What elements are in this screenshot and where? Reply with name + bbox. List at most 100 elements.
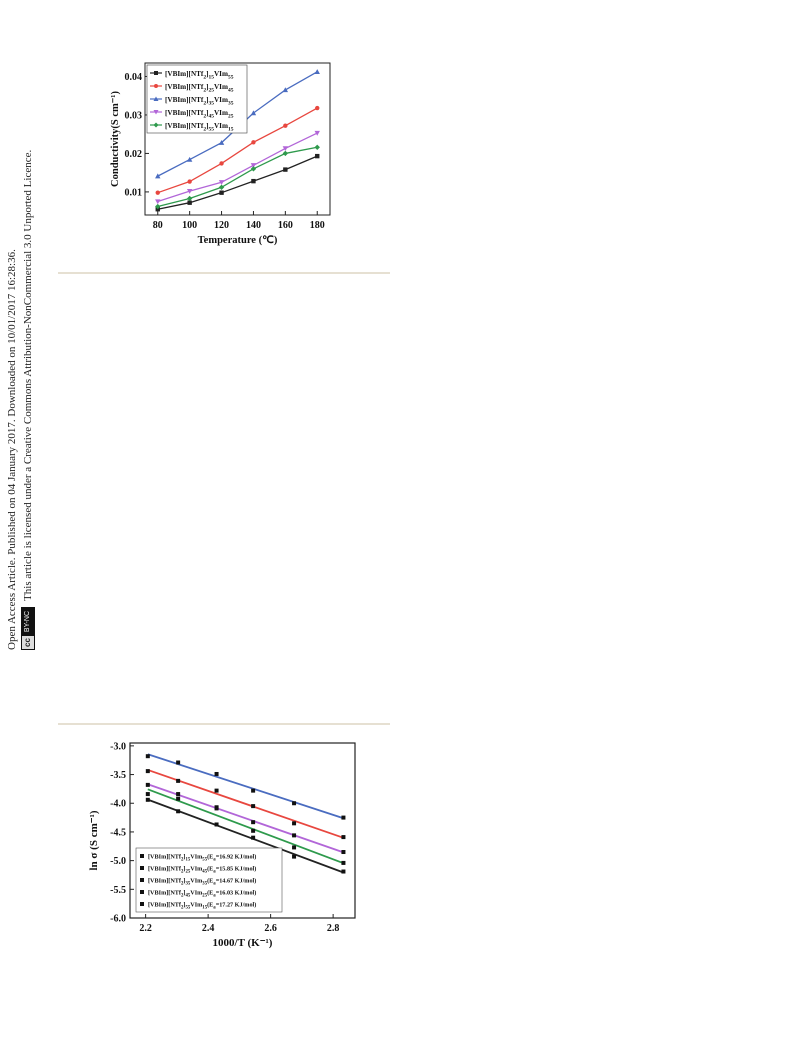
data-point: [314, 69, 320, 75]
data-point: [186, 195, 193, 202]
data-point: [251, 804, 256, 809]
conductivity-vs-temperature-chart: 80 100 120 140 160 180 0.01 0.02 0.03 0.04 Tempera…: [110, 62, 331, 246]
data-point: [155, 199, 161, 205]
data-point: [251, 828, 256, 833]
data-point: [250, 163, 257, 169]
series-line: [157, 155, 318, 210]
x-tick-label: 120: [214, 220, 229, 231]
data-point: [155, 203, 161, 210]
arrhenius-plot-chart: 2.2 2.4 2.6 2.8 -3.0 -3.5 -4.0 -4.5 -5.0 -5.5 -6.0…: [88, 741, 356, 949]
data-point: [155, 190, 160, 195]
x-axis-label: 1000/T (K⁻¹): [213, 937, 273, 949]
legend-marker: [140, 878, 144, 882]
legend: [VBIm][NTf2]15VIm55 [VBIm][NTf2]25VIm45 [V…: [146, 64, 248, 134]
plot-frame: [129, 742, 356, 919]
x-tick-label: 80: [153, 220, 163, 231]
legend-label: [VBIm][NTf2]35VIm35(Ea=14.67 KJ/mol): [148, 878, 256, 887]
data-point: [187, 179, 192, 184]
y-tick-label: -5.0: [110, 856, 126, 867]
data-point: [214, 806, 219, 811]
x-tick-label: 140: [246, 220, 261, 231]
legend-label: [VBIm][NTf2]25VIm45: [165, 83, 234, 94]
y-tick-label: -3.5: [110, 770, 126, 781]
legend-label: [VBIm][NTf2]25VIm45(Ea=15.85 KJ/mol): [148, 866, 256, 875]
data-point: [251, 788, 256, 793]
fit-series-4: [145, 782, 346, 855]
data-point: [218, 139, 225, 145]
series-4: [155, 130, 320, 205]
legend-marker: [140, 890, 144, 894]
fit-line: [147, 753, 344, 820]
data-point: [145, 754, 150, 759]
data-point: [219, 161, 224, 166]
data-point: [292, 845, 297, 850]
data-point: [341, 835, 346, 840]
y-tick-label: 0.04: [125, 72, 143, 83]
legend-box: [135, 847, 283, 913]
x-tick-label: 100: [182, 220, 197, 231]
legend-marker: [153, 122, 159, 128]
legend-label: [VBIm][NTf2]35VIm35: [165, 96, 234, 107]
fit-series-2: [145, 769, 346, 840]
fit-series-1: [145, 797, 346, 874]
legend: [VBIm][NTf2]15VIm55(Ea=16.92 KJ/mol) [VBI…: [135, 847, 283, 913]
data-point: [315, 153, 320, 159]
data-point: [292, 821, 297, 826]
fit-series-3: [145, 753, 346, 820]
data-point: [250, 166, 257, 172]
data-point: [250, 110, 257, 116]
license-text: This article is licensed under a Creativ…: [22, 149, 34, 601]
data-point: [218, 184, 225, 190]
legend-label: [VBIm][NTf2]45VIm25(Ea=16.03 KJ/mol): [148, 890, 256, 899]
legend-label: [VBIm][NTf2]15VIm55: [165, 70, 234, 81]
series-line: [157, 107, 318, 194]
data-point: [251, 178, 256, 184]
y-tick-label: 0.01: [125, 187, 143, 198]
data-point: [186, 156, 193, 162]
data-point: [341, 850, 346, 855]
legend-marker: [153, 110, 159, 115]
x-axis-label: Temperature (℃): [198, 234, 278, 246]
data-point: [145, 797, 150, 802]
y-tick-label: -3.0: [110, 741, 126, 752]
fit-series-5: [145, 788, 346, 865]
data-point: [292, 854, 297, 859]
data-point: [315, 105, 320, 111]
series-5: [155, 144, 320, 210]
legend-marker: [154, 84, 158, 88]
legend-marker: [140, 854, 144, 858]
data-point: [341, 869, 346, 874]
legend-marker: [140, 902, 144, 906]
series-line: [157, 146, 318, 208]
data-point: [341, 860, 346, 865]
data-point: [341, 815, 346, 820]
legend-label: [VBIm][NTf2]55VIm15(Ea=17.27 KJ/mol): [148, 902, 256, 911]
section-divider-bottom: [58, 723, 390, 725]
fit-line: [147, 798, 344, 874]
data-point: [176, 792, 181, 797]
data-point: [292, 833, 297, 838]
fit-line: [147, 783, 344, 854]
y-tick-label: -6.0: [110, 914, 126, 925]
legend-label: [VBIm][NTf2]15VIm55(Ea=16.92 KJ/mol): [148, 854, 256, 863]
data-point: [283, 167, 288, 172]
data-point: [176, 760, 181, 765]
data-point: [283, 123, 288, 128]
data-point: [214, 822, 219, 827]
data-point: [214, 771, 219, 776]
data-point: [314, 144, 320, 150]
legend-marker: [153, 96, 159, 101]
data-point: [176, 796, 181, 801]
data-point: [176, 778, 181, 783]
legend-marker: [140, 866, 144, 870]
plot-frame: [144, 62, 331, 216]
data-point: [282, 87, 289, 93]
publication-note: Open Access Article. Published on 04 Jan…: [6, 249, 18, 650]
y-tick-label: -5.5: [110, 885, 126, 896]
data-point: [155, 173, 161, 179]
data-point: [187, 200, 192, 205]
x-tick-label: 160: [278, 220, 293, 231]
legend-label: [VBIm][NTf2]45VIm25: [165, 109, 234, 120]
cc-by-nc-badge[interactable]: cc BY-NC: [21, 606, 35, 650]
series-2: [155, 105, 320, 195]
